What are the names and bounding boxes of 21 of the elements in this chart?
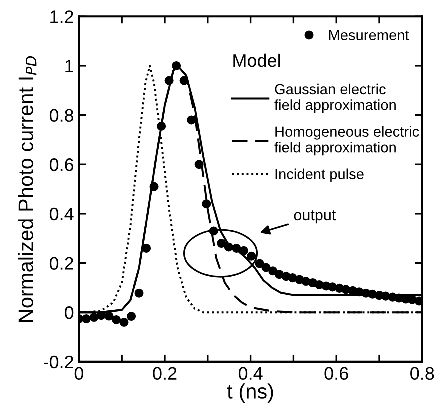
legend-label: Mesurement [329, 30, 410, 40]
y-tick-label: 0.2 [50, 257, 74, 270]
annotation: output [294, 210, 336, 224]
y-tick-label: 0.8 [50, 109, 74, 122]
y-tick-label: 1 [66, 60, 74, 73]
x-tick-label: 0.6 [324, 367, 348, 380]
y-axis-title: Normalized Photo current I$_{PD}$ [18, 56, 37, 322]
x-axis-title: t (ns) [227, 384, 274, 404]
legend-label: Incident pulse [276, 168, 364, 182]
y-tick-label: 0 [65, 306, 74, 320]
y-tick-label: -0.2 [44, 356, 74, 369]
legend-title: Model [234, 54, 280, 68]
x-tick-label: 0.4 [238, 367, 263, 380]
legend-label: Homogeneous electric field approximation [274, 126, 420, 156]
x-tick-label: 0.8 [410, 367, 434, 380]
legend-label: Gaussian electric field approximation [274, 84, 396, 114]
x-tick-label: 0 [74, 367, 84, 380]
y-tick-label: 0.4 [50, 208, 74, 221]
x-tick-label: 0.2 [153, 367, 177, 380]
y-tick-label: 0.6 [50, 158, 74, 172]
y-tick-label: 1.2 [50, 10, 74, 24]
